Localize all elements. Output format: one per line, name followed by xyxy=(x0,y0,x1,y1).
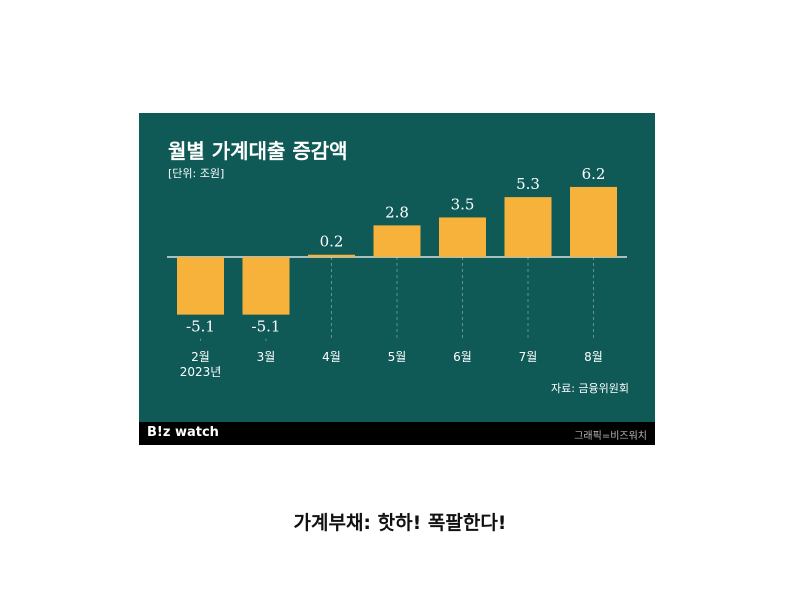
bizwatch-logo: B!z watch xyxy=(147,425,219,440)
logo-tail: watch xyxy=(170,425,219,440)
bar xyxy=(504,197,552,257)
footer-bar: B!z watch 그래픽=비즈워치 xyxy=(139,422,655,445)
chart-card: 월별 가계대출 증감액 [단위: 조원] -5.1 2월 2023년 -5.1 3월 0.… xyxy=(139,113,655,445)
logo-accent: !z xyxy=(156,425,171,440)
tick-label: 2023년 xyxy=(180,365,222,379)
tick-label: 5월 xyxy=(388,350,407,364)
tick-label: 6월 xyxy=(453,350,472,364)
tick-label: 4월 xyxy=(322,350,341,364)
data-label: -5.1 xyxy=(186,318,215,336)
tick-label: 2월 xyxy=(191,350,210,364)
chart-unit-label: [단위: 조원] xyxy=(168,167,225,180)
tick-label: 3월 xyxy=(257,350,276,364)
bar xyxy=(373,225,421,257)
data-label: -5.1 xyxy=(252,318,281,336)
bar xyxy=(308,254,355,257)
data-label: 2.8 xyxy=(385,203,409,221)
bar xyxy=(439,217,486,257)
graphic-credit: 그래픽=비즈워치 xyxy=(574,431,647,442)
tick-label: 7월 xyxy=(519,350,538,364)
bar xyxy=(177,257,224,315)
data-label: 6.2 xyxy=(582,165,606,183)
logo-main: B xyxy=(147,425,157,440)
chart-title: 월별 가계대출 증감액 xyxy=(168,139,348,163)
tick-label: 8월 xyxy=(584,350,603,364)
data-label: 3.5 xyxy=(451,195,475,213)
bar xyxy=(242,257,290,315)
data-label: 0.2 xyxy=(320,233,344,251)
caption: 가계부채: 핫하! 폭팔한다! xyxy=(293,512,507,534)
data-label: 5.3 xyxy=(516,175,540,193)
source-note: 자료: 금융위원회 xyxy=(550,382,629,395)
bar xyxy=(570,186,617,257)
